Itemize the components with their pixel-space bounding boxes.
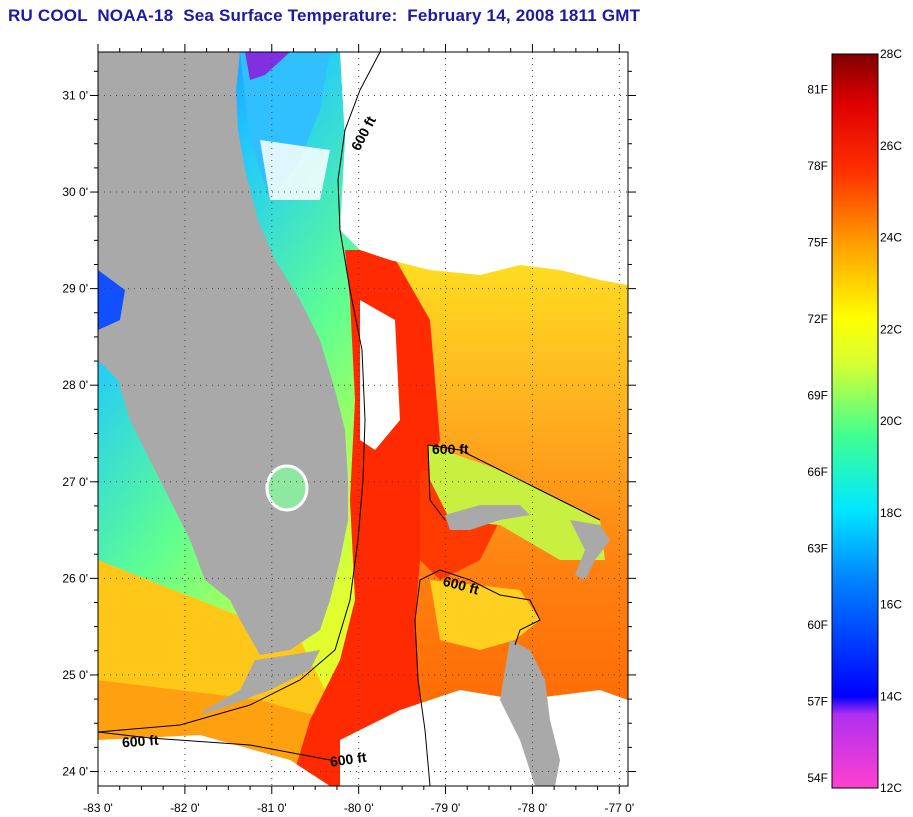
fahrenheit-label: 60F <box>807 618 828 632</box>
cloud-patch-ne <box>260 140 330 200</box>
lat-label: 28 0' <box>62 378 88 392</box>
celsius-label: 16C <box>880 598 902 612</box>
cloud-cover-south-west <box>98 735 330 786</box>
lon-label: -77 0' <box>604 801 634 815</box>
lon-label: -83 0' <box>83 801 113 815</box>
lon-label: -79 0' <box>431 801 461 815</box>
fahrenheit-label: 57F <box>807 694 828 708</box>
contour-label-south: 600 ft <box>329 749 368 770</box>
celsius-label: 28C <box>880 47 902 61</box>
lon-label: -80 0' <box>344 801 374 815</box>
lat-label: 29 0' <box>62 282 88 296</box>
latitude-labels: 31 0' 30 0' 29 0' 28 0' 27 0' 26 0' 25 0… <box>62 89 88 779</box>
fahrenheit-label: 54F <box>807 771 828 785</box>
fahrenheit-label: 78F <box>807 159 828 173</box>
lat-label: 26 0' <box>62 571 88 585</box>
fahrenheit-label: 66F <box>807 465 828 479</box>
fahrenheit-label: 75F <box>807 236 828 250</box>
abaco-island <box>570 520 610 580</box>
grand-bahama-island <box>445 505 530 530</box>
fahrenheit-label: 81F <box>807 83 828 97</box>
celsius-label: 14C <box>880 689 902 703</box>
celsius-label: 26C <box>880 139 902 153</box>
coldest-water <box>245 52 290 80</box>
temperature-colorbar: 81F 78F 75F 72F 69F 66F 63F 60F 57F 54F … <box>807 47 902 795</box>
gulf-stream <box>290 250 440 786</box>
lake-okeechobee <box>265 464 309 512</box>
contour-label-bahama: 600 ft <box>432 441 469 457</box>
map-ticks <box>90 44 636 794</box>
celsius-label: 20C <box>880 414 902 428</box>
northeast-cold-water <box>240 52 330 200</box>
isobath-600ft <box>98 52 601 786</box>
lon-label: -78 0' <box>518 801 548 815</box>
longitude-labels: -83 0' -82 0' -81 0' -80 0' -79 0' -78 0… <box>83 801 634 815</box>
andros-island <box>500 640 560 786</box>
florida-keys <box>200 650 320 715</box>
celsius-label: 18C <box>880 506 902 520</box>
lon-label: -82 0' <box>170 801 200 815</box>
cloud-cover-north <box>340 52 628 285</box>
colorbar-fahrenheit-labels: 81F 78F 75F 72F 69F 66F 63F 60F 57F 54F <box>807 83 828 785</box>
fahrenheit-label: 72F <box>807 312 828 326</box>
lat-label: 30 0' <box>62 185 88 199</box>
colorbar-celsius-labels: 28C 26C 24C 22C 20C 18C 16C 14C 12C <box>880 47 902 795</box>
celsius-label: 12C <box>880 781 902 795</box>
fahrenheit-label: 63F <box>807 541 828 555</box>
cloud-cover-coastal <box>360 300 400 450</box>
lat-label: 31 0' <box>62 89 88 103</box>
lat-label: 24 0' <box>62 765 88 779</box>
lat-label: 25 0' <box>62 668 88 682</box>
colorbar-gradient <box>831 53 879 789</box>
sst-map: 600 ft 600 ft 600 ft 600 ft 600 ft <box>98 52 628 786</box>
little-bahama-bank-water <box>428 445 605 560</box>
celsius-label: 22C <box>880 322 902 336</box>
map-title: RU COOL NOAA-18 Sea Surface Temperature:… <box>8 6 641 25</box>
lat-label: 27 0' <box>62 475 88 489</box>
graticule <box>98 52 628 786</box>
contour-label-southwest: 600 ft <box>121 732 159 751</box>
lon-label: -81 0' <box>257 801 287 815</box>
map-frame <box>97 51 629 787</box>
fahrenheit-label: 69F <box>807 389 828 403</box>
celsius-label: 24C <box>880 231 902 245</box>
